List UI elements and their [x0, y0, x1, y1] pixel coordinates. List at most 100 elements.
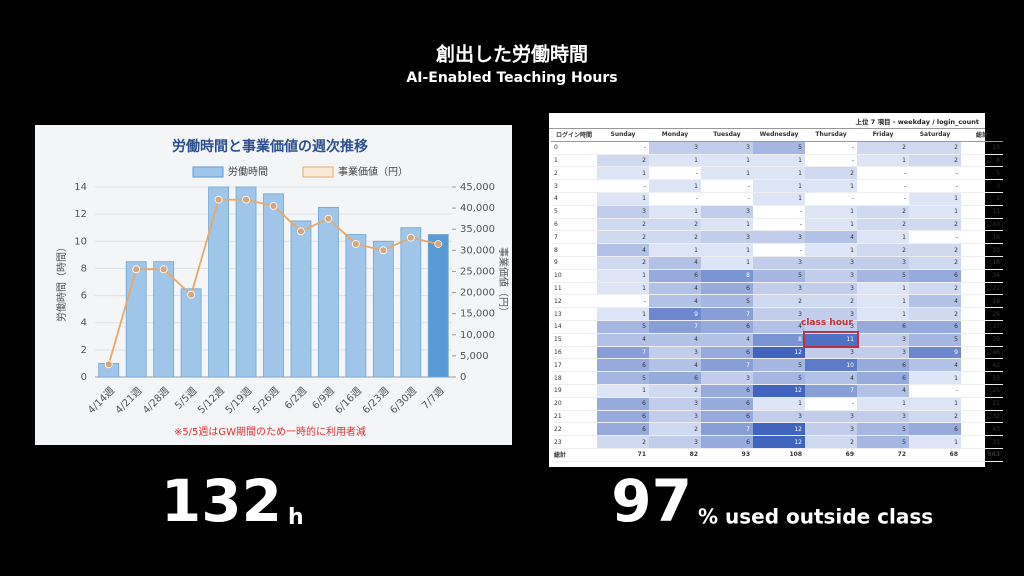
table-cell: 5: [857, 422, 909, 437]
table-row: 8 4 1 1-1 2 2 10: [551, 243, 1003, 257]
table-cell: 3: [753, 230, 805, 245]
row-header: 11: [551, 282, 597, 296]
table-cell: 3: [805, 422, 857, 437]
heatmap-table-panel: 上位 7 項目 - weekday / login_count ログイン時間 Su…: [549, 113, 1003, 467]
table-cell: 1: [857, 307, 909, 321]
column-header: 総計: [961, 129, 1003, 142]
bar: [208, 186, 229, 378]
table-cell: 3: [805, 320, 857, 334]
table-cell: 6: [701, 410, 753, 424]
table-cell: 69: [805, 447, 857, 462]
table-cell: 37: [961, 320, 1003, 334]
row-header: 8: [551, 243, 597, 257]
point: [269, 202, 278, 210]
table-cell: 3: [857, 256, 909, 270]
table-cell: 11: [805, 333, 857, 347]
point: [104, 360, 113, 369]
table-cell: 1: [597, 192, 649, 206]
y-tick-label: 2: [81, 345, 87, 356]
table-cell: 1: [597, 269, 649, 283]
table-cell: 5: [753, 141, 805, 155]
bar: [345, 234, 367, 378]
table-cell: 4: [649, 282, 701, 296]
table-cell: 6: [909, 269, 961, 283]
table-cell: 1: [909, 192, 961, 206]
y2-tick-label: 30,000: [460, 245, 495, 256]
table-cell: 4: [909, 358, 961, 373]
row-header: 2: [551, 166, 597, 181]
point: [132, 265, 141, 274]
table-cell: 6: [701, 320, 753, 334]
table-cell: 71: [597, 447, 649, 462]
table-row: 12-4 5 2 2 1 4 18: [551, 294, 1003, 309]
table-cell: 3: [701, 205, 753, 219]
table-cell: 4: [649, 358, 701, 373]
table-cell: 6: [597, 397, 649, 411]
stat-value: 132: [161, 467, 282, 535]
table-row: 9 2 4 1 3 3 3 2 18: [551, 256, 1003, 270]
table-cell: 1: [701, 154, 753, 168]
table-cell: 1: [857, 154, 909, 168]
y2-tick-label: 15,000: [460, 309, 495, 320]
table-cell: 5: [753, 269, 805, 283]
slide-subtitle: AI-Enabled Teaching Hours: [406, 70, 617, 86]
bar: [180, 288, 202, 378]
table-cell: 12: [753, 346, 805, 360]
row-header: 9: [551, 256, 597, 270]
column-header: Friday: [857, 129, 909, 142]
table-cell: 1: [909, 397, 961, 411]
table-cell: 10: [961, 218, 1003, 232]
table-cell: 3: [649, 346, 701, 360]
table-cell: -: [909, 166, 961, 181]
y-tick-label: 12: [74, 209, 87, 220]
table-cell: 1: [805, 205, 857, 219]
table-cell: 1: [597, 384, 649, 398]
table-cell: 3: [961, 179, 1003, 193]
table-cell: 8: [701, 269, 753, 283]
table-cell: 2: [909, 141, 961, 155]
point: [406, 233, 415, 242]
table-row: 11 1 4 6 3 3 1 2 22: [551, 282, 1003, 296]
table-cell: 1: [649, 243, 701, 257]
legend-label: 労働時間: [228, 165, 268, 178]
table-cell: 4: [805, 230, 857, 245]
table-row: 22 6 2 7 12 3 5 6 43: [551, 422, 1003, 437]
row-header: 13: [551, 307, 597, 321]
table-cell: 563: [961, 447, 1003, 462]
table-cell: -: [805, 192, 857, 206]
legend-swatch: [302, 166, 334, 178]
table-row: 13 1 9 7 3 3 1 2 26: [551, 307, 1003, 321]
y-axis-label: 労働時間（時間）: [55, 242, 68, 322]
table-cell: 3: [753, 410, 805, 424]
slide-title: 創出した労働時間: [436, 43, 588, 66]
table-cell: 12: [753, 422, 805, 437]
header-row: ログイン時間 Sunday Monday Tuesday Wednesday Thursd…: [551, 129, 1003, 142]
table-cell: 16: [961, 230, 1003, 245]
chart-title: 労働時間と事業価値の週次推移: [172, 138, 368, 155]
table-cell: -: [857, 166, 909, 181]
table-cell: 3: [649, 435, 701, 449]
table-cell: 2: [909, 282, 961, 296]
table-cell: 2: [649, 384, 701, 398]
bar: [318, 206, 339, 378]
table-cell: 5: [753, 371, 805, 385]
table-cell: 7: [701, 422, 753, 437]
row-header: 18: [551, 371, 597, 385]
table-cell: 6: [701, 397, 753, 411]
table-cell: 6: [701, 282, 753, 296]
y-tick-label: 10: [74, 236, 87, 247]
table-cell: 43: [961, 422, 1003, 437]
table-cell: 12: [753, 384, 805, 398]
table-cell: 3: [649, 410, 701, 424]
table-cell: 3: [961, 192, 1003, 206]
row-header: 0: [551, 141, 597, 155]
table-cell: -: [753, 205, 805, 219]
bar: [290, 220, 312, 378]
table-cell: 3: [805, 307, 857, 321]
table-cell: 33: [961, 371, 1003, 385]
table-cell: 5: [857, 435, 909, 449]
table-cell: 6: [649, 269, 701, 283]
